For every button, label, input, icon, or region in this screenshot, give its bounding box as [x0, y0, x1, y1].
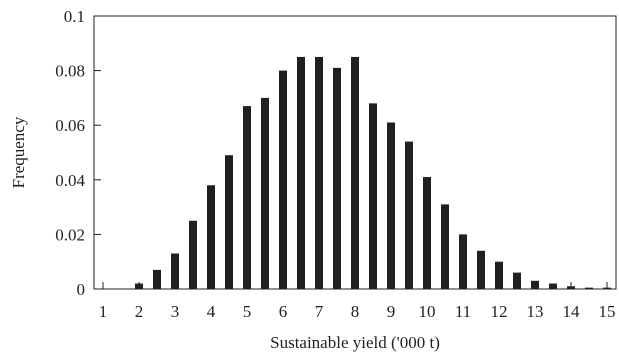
bars-group — [135, 56, 611, 290]
x-tick-label: 8 — [351, 302, 360, 321]
x-tick-label: 7 — [315, 302, 324, 321]
bar — [369, 103, 377, 289]
bar — [333, 67, 341, 290]
x-tick-label: 2 — [135, 302, 144, 321]
bar — [189, 220, 197, 289]
bar — [243, 106, 251, 289]
bar — [207, 185, 215, 289]
bar — [297, 56, 305, 290]
y-tick-label: 0.1 — [64, 7, 85, 26]
x-tick-label: 6 — [279, 302, 288, 321]
x-axis: 1 2 3 4 5 6 7 8 9 10 11 12 13 14 15 — [99, 282, 616, 321]
bar — [459, 234, 467, 289]
x-tick-label: 4 — [207, 302, 216, 321]
bar — [153, 269, 161, 289]
x-tick-label: 9 — [387, 302, 396, 321]
x-tick-label: 13 — [527, 302, 544, 321]
x-tick-label: 14 — [563, 302, 581, 321]
x-tick-label: 12 — [491, 302, 508, 321]
y-tick-label: 0 — [77, 280, 86, 299]
x-tick-label: 15 — [599, 302, 616, 321]
x-tick-label: 1 — [99, 302, 108, 321]
x-tick-label: 10 — [419, 302, 436, 321]
y-tick-label: 0.04 — [55, 171, 85, 190]
y-tick-label: 0.02 — [55, 225, 85, 244]
y-axis-title: Frequency — [9, 116, 28, 188]
x-axis-title: Sustainable yield ('000 t) — [270, 333, 440, 352]
bar — [171, 253, 179, 289]
bar — [513, 272, 521, 289]
bar — [477, 250, 485, 289]
bar — [225, 155, 233, 289]
y-tick-label: 0.08 — [55, 62, 85, 81]
bar — [315, 56, 323, 290]
bar — [585, 287, 593, 289]
bar — [549, 283, 557, 289]
bar — [351, 56, 359, 290]
y-axis: 0 0.02 0.04 0.06 0.08 0.1 — [55, 7, 101, 299]
bar — [423, 177, 431, 289]
bar — [261, 97, 269, 290]
bar — [495, 261, 503, 289]
x-tick-label: 3 — [171, 302, 180, 321]
bar — [405, 141, 413, 289]
y-tick-label: 0.06 — [55, 116, 85, 135]
x-tick-label: 5 — [243, 302, 252, 321]
bar — [441, 204, 449, 289]
bar — [387, 122, 395, 289]
x-tick-label: 11 — [455, 302, 471, 321]
bar — [279, 70, 287, 289]
